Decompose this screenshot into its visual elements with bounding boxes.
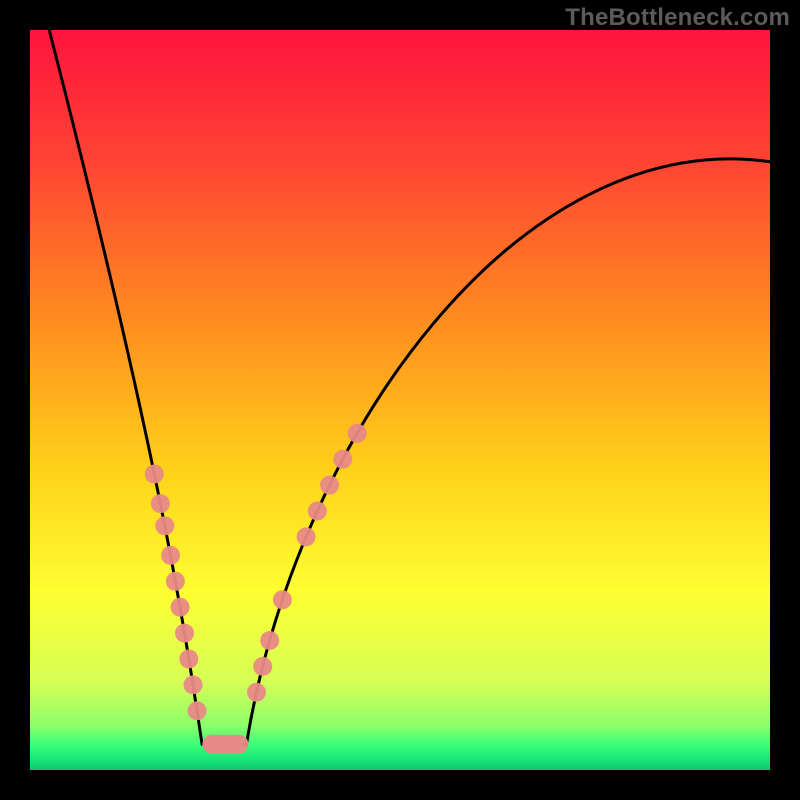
data-marker (145, 465, 164, 484)
data-marker (308, 502, 327, 521)
data-marker (179, 650, 198, 669)
data-marker (247, 683, 266, 702)
data-marker (273, 590, 292, 609)
data-marker (297, 527, 316, 546)
data-marker (175, 624, 194, 643)
data-marker (320, 476, 339, 495)
data-marker (171, 598, 190, 617)
data-marker (333, 450, 352, 469)
data-marker (253, 657, 272, 676)
data-marker (166, 572, 185, 591)
data-marker (151, 494, 170, 513)
data-marker (188, 701, 207, 720)
data-marker (348, 424, 367, 443)
data-marker (229, 735, 248, 754)
bottleneck-chart (0, 0, 800, 800)
data-marker (260, 631, 279, 650)
gradient-background (30, 30, 770, 770)
figure-root: TheBottleneck.com (0, 0, 800, 800)
data-marker (155, 516, 174, 535)
data-marker (161, 546, 180, 565)
watermark-text: TheBottleneck.com (565, 4, 790, 32)
data-marker (184, 675, 203, 694)
